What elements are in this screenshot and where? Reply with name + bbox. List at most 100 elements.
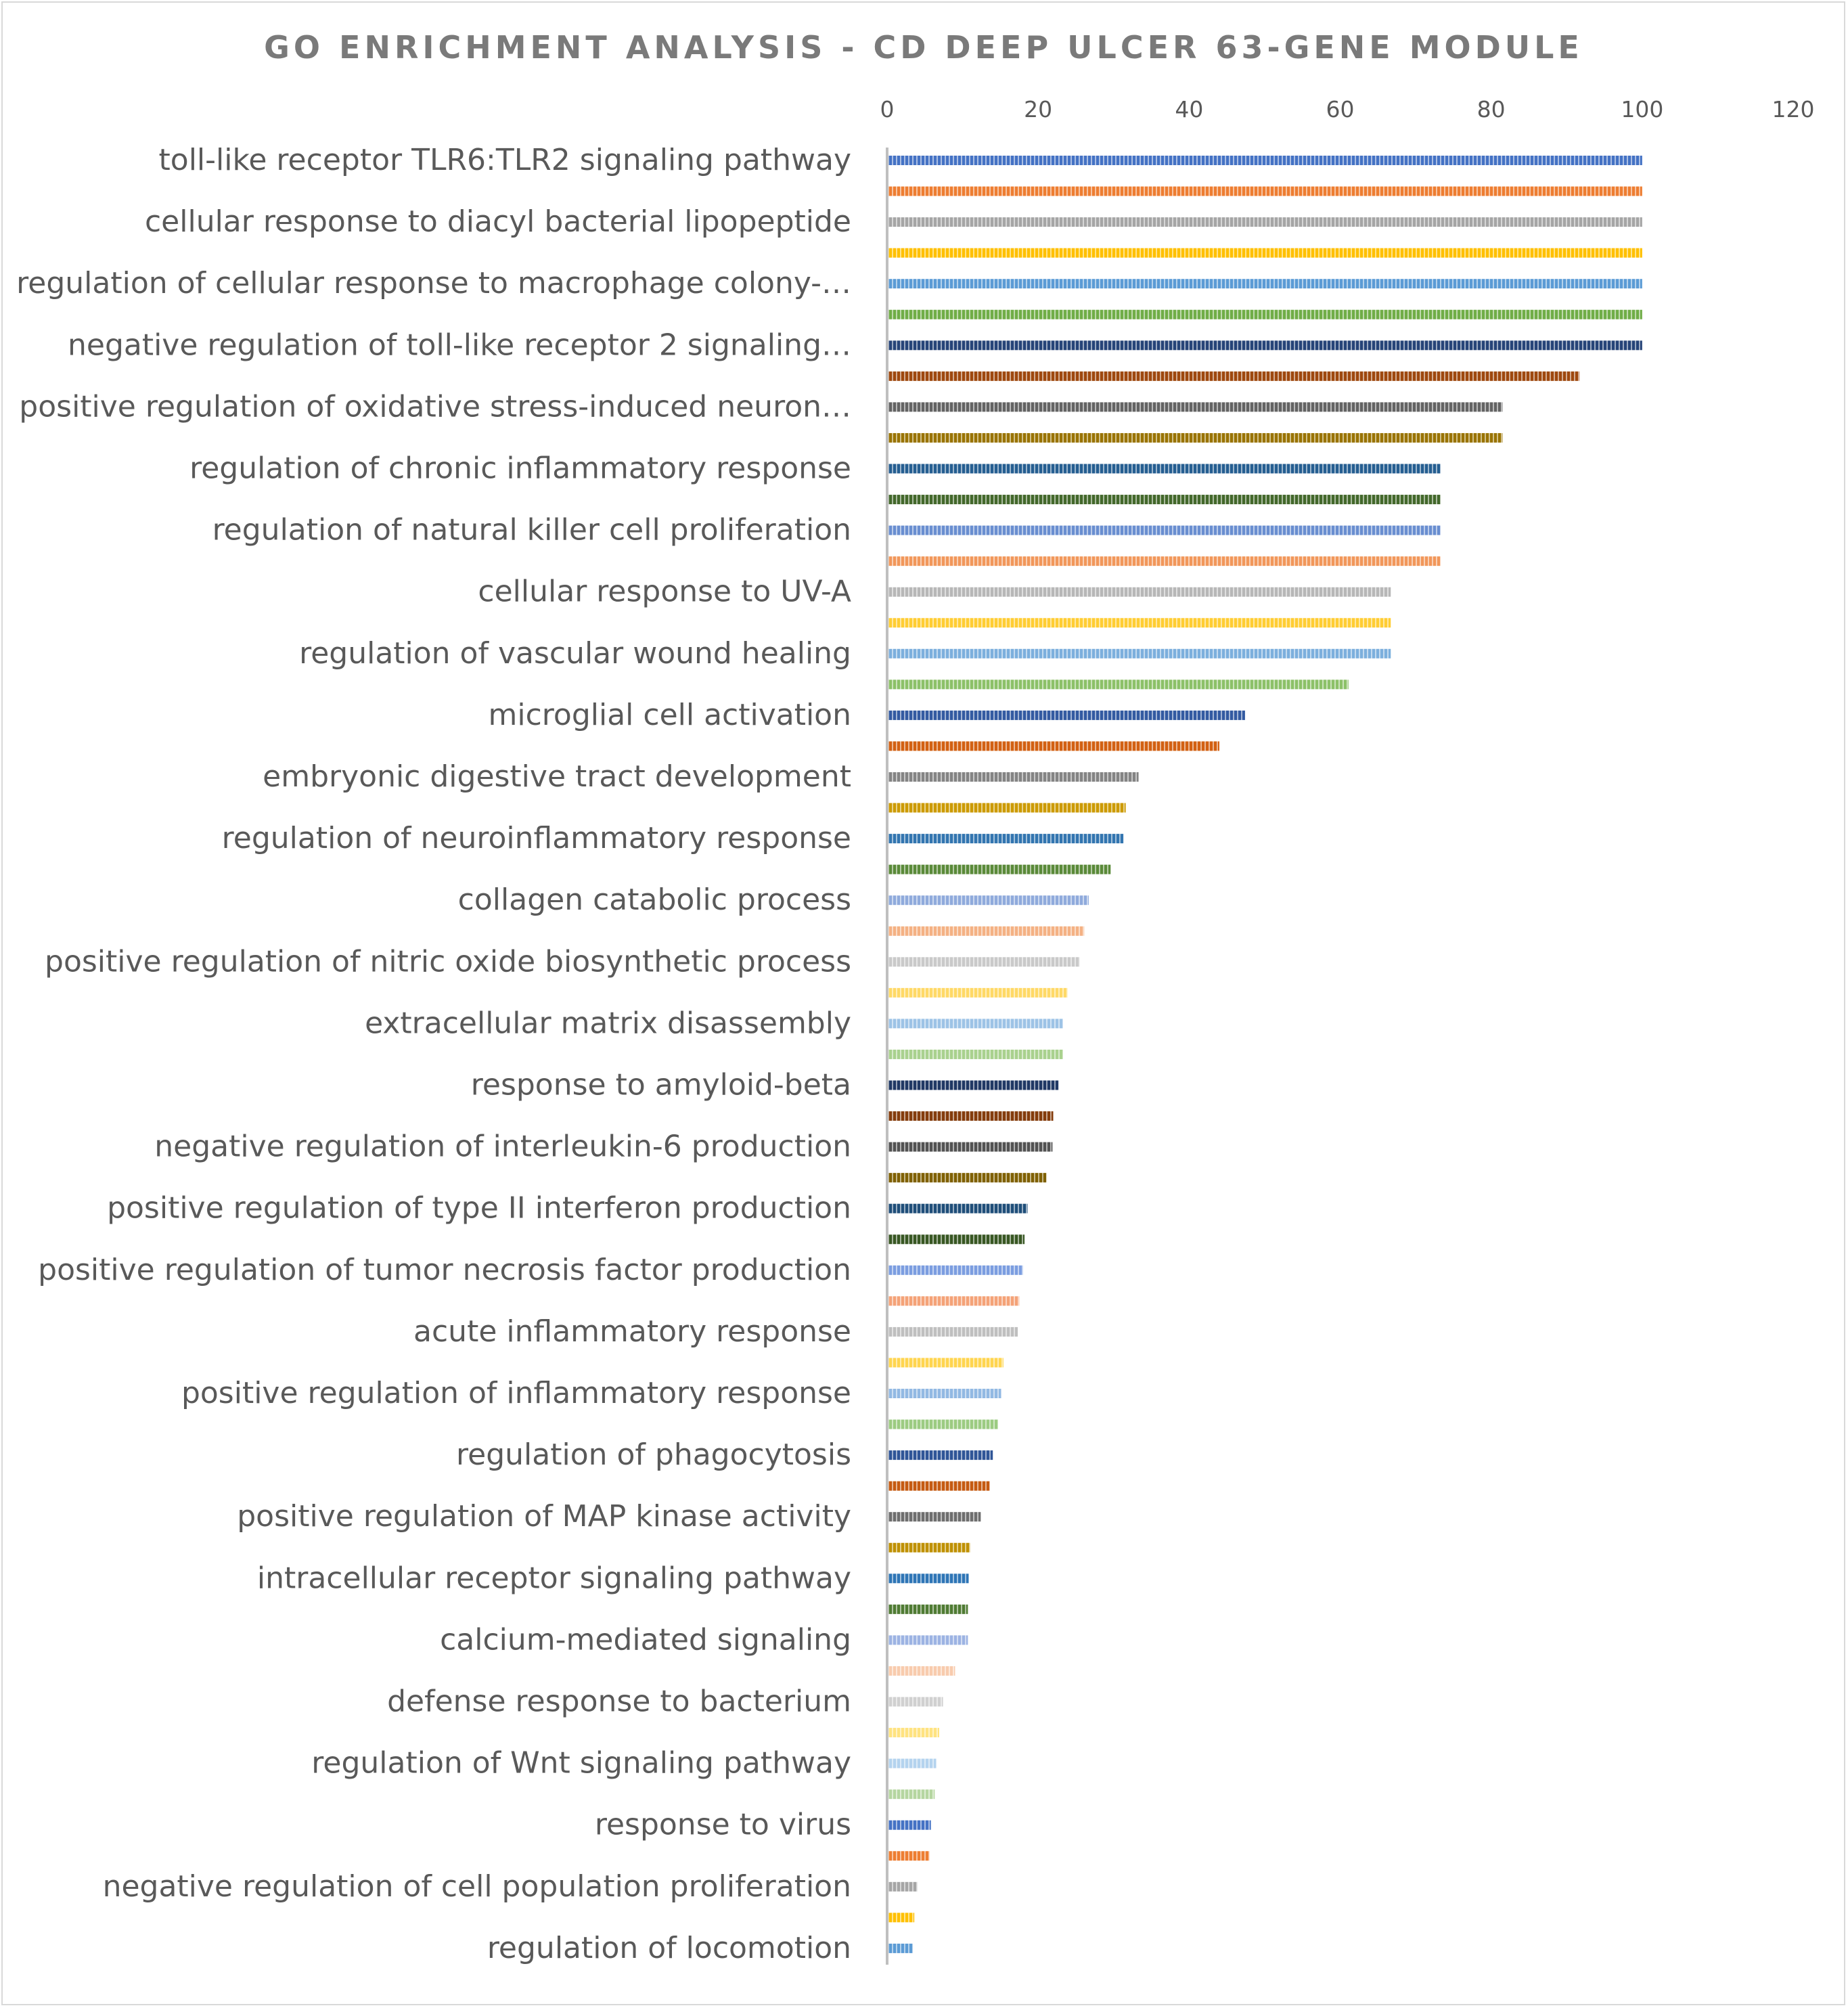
category-label: intracellular receptor signaling pathway (257, 1561, 851, 1595)
category-label: response to virus (595, 1808, 851, 1842)
category-label: regulation of vascular wound healing (299, 636, 851, 671)
category-label: regulation of phagocytosis (456, 1437, 851, 1472)
category-label: regulation of locomotion (487, 1931, 851, 1965)
bar (888, 803, 1126, 813)
category-label: positive regulation of tumor necrosis fa… (38, 1253, 851, 1287)
x-tick-label: 120 (1772, 96, 1815, 122)
bar (888, 309, 1642, 319)
bar (888, 1203, 1028, 1213)
x-tick-label: 80 (1477, 96, 1506, 122)
bar (888, 556, 1441, 566)
bar (888, 248, 1642, 258)
bar (888, 1789, 935, 1800)
bar (888, 1697, 943, 1707)
bar (888, 279, 1642, 289)
bar (888, 1080, 1059, 1090)
x-tick-label: 20 (1024, 96, 1052, 122)
bar (888, 987, 1068, 998)
bar (888, 1111, 1054, 1121)
bar (888, 1943, 913, 1953)
bar (888, 464, 1441, 474)
category-label: positive regulation of inflammatory resp… (181, 1376, 851, 1410)
bar (888, 679, 1349, 690)
bar (888, 1326, 1018, 1337)
bar (888, 710, 1245, 720)
category-label: embryonic digestive tract development (263, 759, 851, 794)
category-label: response to amyloid-beta (471, 1068, 851, 1102)
bars (888, 156, 1642, 1953)
bar (888, 957, 1080, 967)
bar (888, 587, 1391, 597)
bar (888, 772, 1139, 782)
bar (888, 1728, 939, 1738)
bar (888, 186, 1642, 196)
category-label: collagen catabolic process (458, 883, 851, 917)
x-tick-label: 100 (1621, 96, 1663, 122)
bar (888, 525, 1441, 535)
category-label: positive regulation of nitric oxide bios… (45, 944, 851, 979)
category-label: defense response to bacterium (387, 1685, 851, 1719)
bar (888, 1542, 970, 1553)
bar (888, 1234, 1025, 1245)
bar (888, 1512, 981, 1522)
category-label: positive regulation of MAP kinase activi… (237, 1499, 851, 1534)
bar (888, 864, 1111, 874)
bar (888, 1820, 931, 1830)
bar (888, 340, 1642, 351)
bar (888, 1049, 1063, 1059)
bar (888, 1419, 999, 1429)
x-tick-label: 0 (880, 96, 895, 122)
bar (888, 1389, 1001, 1398)
bar (888, 371, 1580, 381)
bar (888, 1450, 993, 1460)
x-tick-label: 60 (1326, 96, 1355, 122)
category-label: calcium-mediated signaling (440, 1622, 851, 1657)
bar (888, 1881, 918, 1892)
bar (888, 1142, 1053, 1152)
bar (888, 495, 1441, 505)
bar (888, 156, 1642, 165)
category-label: regulation of natural killer cell prolif… (212, 513, 851, 548)
category-label: negative regulation of cell population p… (103, 1869, 851, 1904)
category-label: negative regulation of toll-like recepto… (68, 328, 851, 362)
bar (888, 1358, 1004, 1368)
category-label: positive regulation of type II interfero… (107, 1191, 851, 1226)
category-label: regulation of Wnt signaling pathway (311, 1746, 851, 1781)
bar (888, 432, 1503, 443)
x-tick-label: 40 (1175, 96, 1203, 122)
category-label: toll-like receptor TLR6:TLR2 signaling p… (159, 143, 851, 177)
bar (888, 1296, 1020, 1306)
category-label: cellular response to diacyl bacterial li… (145, 204, 851, 239)
bar (888, 834, 1124, 844)
category-label: extracellular matrix disassembly (365, 1006, 851, 1040)
bar (888, 402, 1503, 412)
category-label: regulation of cellular response to macro… (16, 266, 851, 300)
bar (888, 741, 1219, 751)
category-labels: toll-like receptor TLR6:TLR2 signaling p… (16, 143, 851, 1965)
bar (888, 1758, 937, 1768)
bar (888, 217, 1642, 227)
bar (888, 926, 1085, 936)
bar (888, 1666, 955, 1676)
category-label: acute inflammatory response (413, 1314, 851, 1349)
bar (888, 648, 1391, 659)
bar (888, 1574, 969, 1584)
bar (888, 1481, 990, 1491)
category-label: negative regulation of interleukin-6 pro… (154, 1130, 851, 1164)
bar (888, 1019, 1063, 1029)
category-label: microglial cell activation (489, 698, 852, 732)
bar (888, 1635, 968, 1645)
bar (888, 1173, 1047, 1183)
bar (888, 1913, 915, 1923)
chart-title: GO ENRICHMENT ANALYSIS - CD DEEP ULCER 6… (264, 29, 1583, 66)
bar (888, 1265, 1023, 1275)
category-label: positive regulation of oxidative stress-… (19, 389, 851, 424)
bar (888, 895, 1089, 906)
bar (888, 1851, 930, 1861)
x-axis-ticks: 0 20 40 60 80 100 120 (880, 96, 1815, 122)
bar (888, 1604, 968, 1614)
bar (888, 618, 1391, 628)
category-label: cellular response to UV-A (478, 575, 851, 609)
category-label: regulation of chronic inflammatory respo… (189, 451, 851, 486)
